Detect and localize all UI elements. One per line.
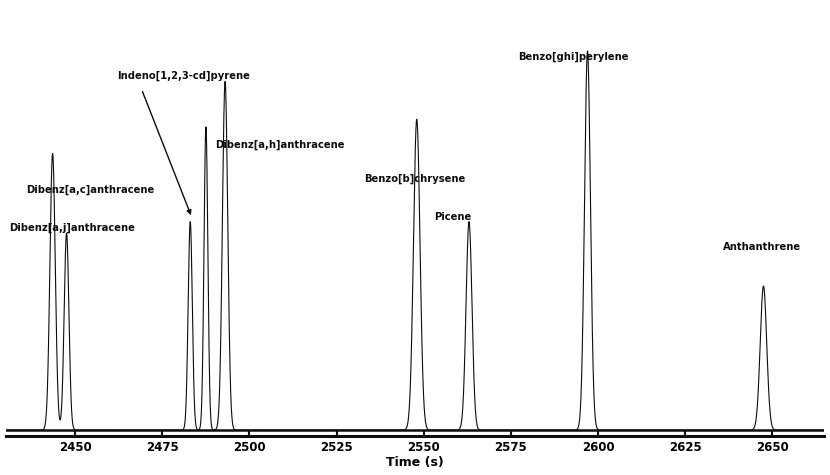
Text: Benzo[b]chrysene: Benzo[b]chrysene [364,173,466,184]
Text: Dibenz[a,j]anthracene: Dibenz[a,j]anthracene [9,223,135,233]
Text: Indeno[1,2,3-cd]pyrene: Indeno[1,2,3-cd]pyrene [117,71,250,81]
Text: Dibenz[a,c]anthracene: Dibenz[a,c]anthracene [27,185,154,195]
Text: Dibenz[a,h]anthracene: Dibenz[a,h]anthracene [215,139,344,150]
Text: Picene: Picene [434,212,471,222]
Text: Benzo[ghi]perylene: Benzo[ghi]perylene [518,52,628,62]
X-axis label: Time (s): Time (s) [386,456,444,469]
Text: Anthanthrene: Anthanthrene [724,242,802,252]
